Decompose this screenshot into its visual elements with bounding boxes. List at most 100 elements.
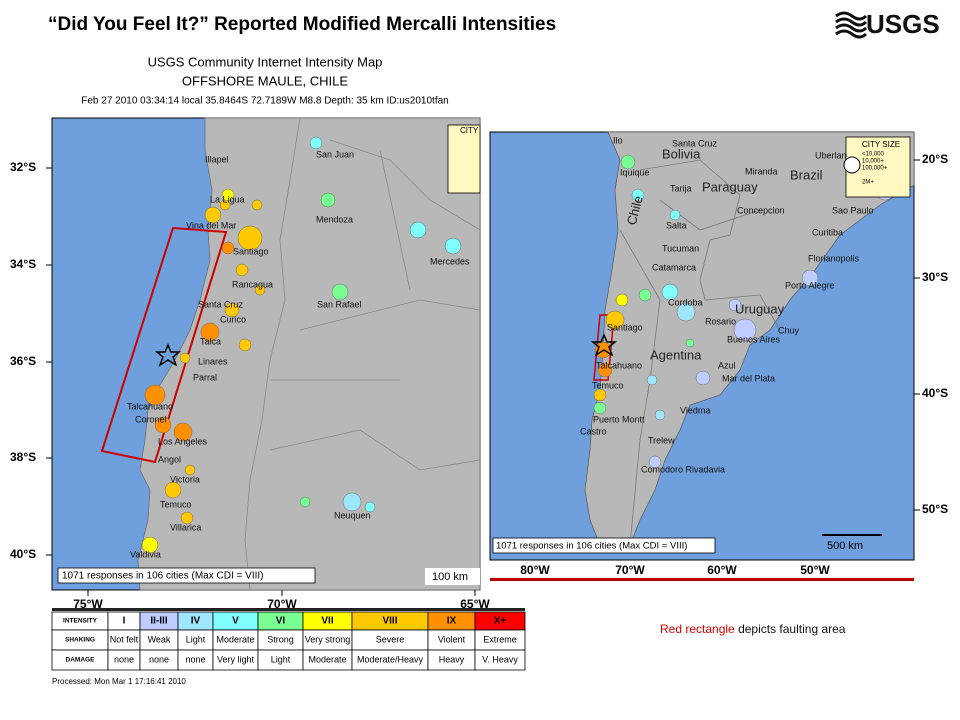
city-label: Mendoza bbox=[316, 214, 353, 224]
legend-text: Very strong bbox=[305, 634, 351, 644]
legend-text: Heavy bbox=[439, 654, 465, 664]
country-label: Agentina bbox=[650, 347, 702, 362]
legend-text: none bbox=[114, 654, 134, 664]
inset-lat-label: 30°S bbox=[922, 270, 948, 284]
legend-text: V bbox=[232, 616, 239, 627]
country-label: Uruguay bbox=[735, 301, 785, 316]
responses-box bbox=[57, 567, 316, 584]
city-label: Vina del Mar bbox=[186, 220, 236, 230]
city-label: Rancagua bbox=[232, 279, 273, 289]
inset-city-label: Salta bbox=[666, 220, 687, 230]
caption: Red rectangle depicts faulting area bbox=[660, 622, 846, 636]
inset-city-label: Trelew bbox=[648, 435, 675, 445]
lat-label: 36°S bbox=[10, 354, 36, 368]
main-map: Illapel San Juan La Ligua Vina del Mar Mendo… bbox=[10, 117, 490, 611]
city-label: Coronel bbox=[135, 414, 167, 424]
legend-text: Moderate bbox=[216, 634, 254, 644]
map-event: Feb 27 2010 03:34:14 local 35.8464S 72.7… bbox=[81, 96, 448, 107]
map-title: USGS Community Internet Intensity Map bbox=[148, 54, 383, 69]
inset-city-label: Florianopolis bbox=[808, 253, 860, 263]
city-size-label: 2M+ bbox=[862, 180, 874, 186]
legend-text: INTENSITY bbox=[63, 618, 98, 625]
title: “Did You Feel It?” Reported Modified Mer… bbox=[48, 14, 556, 35]
inset-city-label: Buenos Aires bbox=[727, 334, 781, 344]
intensity-legend: INTENSITY I II-III IV V VI VII VIII IX X+ SHAKING N… bbox=[51, 608, 526, 671]
lat-label: 34°S bbox=[10, 257, 36, 271]
legend-text: Not felt bbox=[110, 634, 139, 644]
city-size-title: CITY bbox=[460, 126, 479, 135]
processed: Processed: Mon Mar 1 17:16:41 2010 bbox=[52, 677, 186, 686]
inset-city-label: Chuy bbox=[778, 325, 800, 335]
inset-city-label: Rosario bbox=[705, 316, 736, 326]
legend-text: Weak bbox=[148, 634, 171, 644]
legend-text: Extreme bbox=[483, 634, 517, 644]
legend-text: IX bbox=[447, 616, 457, 627]
lon-label: 65°W bbox=[460, 597, 490, 611]
country-label: Bolivia bbox=[662, 146, 701, 161]
city-label: San Rafael bbox=[317, 299, 362, 309]
inset-city-label: Cordoba bbox=[668, 297, 703, 307]
legend-text: IV bbox=[191, 616, 201, 627]
lon-label: 70°W bbox=[267, 597, 297, 611]
inset-city-label: Porto Alegre bbox=[785, 280, 835, 290]
inset-responses-box bbox=[492, 537, 716, 554]
city-label: Talcahuano bbox=[127, 401, 173, 411]
responses: 1071 responses in 106 cities (Max CDI = … bbox=[62, 571, 263, 582]
country-label: Chile bbox=[624, 194, 646, 226]
city-size-label: <10,000 bbox=[862, 152, 885, 158]
inset-epicenter-star bbox=[590, 333, 618, 357]
inset-lon-label: 50°W bbox=[800, 563, 830, 577]
legend-text: Severe bbox=[376, 634, 405, 644]
city-label: Victoria bbox=[170, 474, 200, 484]
inset-city-label: Santa Cruz bbox=[672, 138, 718, 148]
legend-text: none bbox=[185, 654, 205, 664]
legend-text: VI bbox=[276, 616, 286, 627]
caption-rest: depicts faulting area bbox=[738, 622, 846, 636]
inset-city-label: Talcahuano bbox=[596, 360, 642, 370]
inset-city-label: Comodoro Rivadavia bbox=[641, 464, 725, 474]
city-label: Angol bbox=[158, 454, 181, 464]
inset-lat-label: 20°S bbox=[922, 152, 948, 166]
legend-topbar bbox=[52, 608, 525, 611]
cdi-circles bbox=[141, 136, 462, 554]
city-label: Talca bbox=[200, 336, 221, 346]
inset-cdi-circles bbox=[593, 154, 896, 469]
city-label: Santa Cruz bbox=[198, 299, 244, 309]
inset-lon-label: 70°W bbox=[615, 563, 645, 577]
inset-city-label: Ilo bbox=[613, 135, 623, 145]
scale-label: 100 km bbox=[432, 571, 468, 583]
city-label: Illapel bbox=[205, 154, 229, 164]
lat-label: 32°S bbox=[10, 160, 36, 174]
scale-box bbox=[425, 568, 480, 585]
inset-lon-label: 60°W bbox=[707, 563, 737, 577]
city-label: Santiago bbox=[233, 246, 269, 256]
inset-city-label: Curitiba bbox=[812, 227, 843, 237]
legend-text: DAMAGE bbox=[66, 657, 96, 664]
lon-label: 75°W bbox=[73, 597, 103, 611]
legend-text: Violent bbox=[438, 634, 466, 644]
city-label: Curico bbox=[220, 314, 246, 324]
inset-map: Bolivia Paraguay Brazil Chile Agentina Urugua… bbox=[484, 128, 948, 582]
legend-text: VIII bbox=[382, 616, 397, 627]
inset-city-label: Sao Paulo bbox=[832, 205, 874, 215]
legend-text: Strong bbox=[267, 634, 294, 644]
inset-lat-label: 50°S bbox=[922, 502, 948, 516]
inset-responses: 1071 responses in 106 cities (Max CDI = … bbox=[496, 541, 687, 552]
caption-highlight: Red rectangle bbox=[660, 622, 735, 636]
epicenter-star bbox=[154, 343, 182, 367]
inset-scale-label: 500 km bbox=[827, 540, 863, 552]
inset-city-label: Azul bbox=[718, 360, 736, 370]
logo-text: USGS bbox=[866, 9, 940, 39]
city-size-symbol bbox=[843, 156, 861, 174]
inset-city-label: Viedma bbox=[680, 405, 710, 415]
city-label: Temuco bbox=[160, 499, 192, 509]
city-label: Parral bbox=[193, 372, 217, 382]
city-size-box bbox=[447, 124, 481, 194]
borders bbox=[244, 117, 481, 591]
inset-lon-label: 80°W bbox=[520, 563, 550, 577]
inset-city-label: Castro bbox=[580, 426, 607, 436]
legend-cell bbox=[474, 649, 526, 671]
country-label: Brazil bbox=[790, 167, 823, 182]
city-label: Los Angeles bbox=[158, 436, 208, 446]
legend-text: X+ bbox=[494, 616, 507, 627]
